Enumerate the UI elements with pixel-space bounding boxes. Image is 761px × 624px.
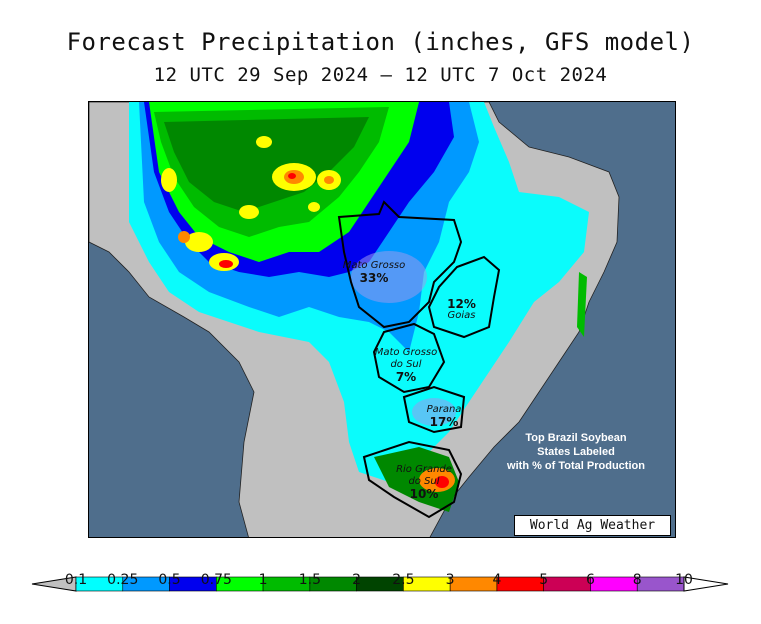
map-graphic <box>89 102 620 537</box>
label-rio-grande-do-sul: Rio Grande do Sul 10% <box>394 464 454 500</box>
rain-dark-green <box>164 117 369 212</box>
precipitation-map: Mato Grosso 33% 12% Goias Mato Grosso do… <box>88 101 676 538</box>
outline-goias <box>427 255 501 339</box>
legend-tick-label: 1 <box>258 572 268 588</box>
label-parana: Parana 17% <box>419 404 469 428</box>
outline-rgs <box>362 440 463 519</box>
state-pct: 33% <box>359 271 389 285</box>
outline-mato-grosso <box>337 200 463 329</box>
map-title: Forecast Precipitation (inches, GFS mode… <box>66 28 695 56</box>
state-pct: 10% <box>409 487 439 501</box>
legend-tick-label: 3 <box>445 572 455 588</box>
legend-swatch <box>449 576 498 592</box>
legend-tick-label: 0.1 <box>64 572 88 588</box>
legend-tick-label: 0.75 <box>200 572 232 588</box>
legend-tick-label: 4 <box>492 572 502 588</box>
note-line: States Labeled <box>537 446 615 458</box>
state-name: Mato Grosso do Sul <box>374 347 438 370</box>
legend-tick-label: 6 <box>585 572 595 588</box>
state-pct: 7% <box>395 370 417 384</box>
production-note: Top Brazil Soybean States Labeled with %… <box>476 431 676 473</box>
note-line: Top Brazil Soybean <box>525 432 627 444</box>
label-mato-grosso: Mato Grosso 33% <box>339 260 409 284</box>
state-outlines <box>337 200 501 519</box>
highlight-mato-grosso <box>351 251 427 303</box>
rain-coast-green <box>577 272 587 337</box>
label-goias: 12% Goias <box>439 298 484 322</box>
legend-tick-label: 2.5 <box>392 572 415 588</box>
map-subtitle: 12 UTC 29 Sep 2024 — 12 UTC 7 Oct 2024 <box>153 64 608 86</box>
rain-heavy-spots <box>161 136 341 271</box>
highlight-parana <box>412 398 456 426</box>
rain-rgs-green <box>374 447 459 512</box>
state-name: Goias <box>447 310 476 321</box>
legend-tick-label: 0.5 <box>158 572 181 588</box>
legend-arrow-high <box>683 576 729 592</box>
state-name: Mato Grosso <box>342 260 406 271</box>
legend-swatch <box>496 576 544 592</box>
state-pct: 17% <box>429 415 459 429</box>
legend-tick-label: 10 <box>675 572 693 588</box>
state-pct: 12% <box>447 297 476 311</box>
legend-swatch <box>590 576 638 592</box>
outline-ms <box>372 322 446 394</box>
legend-tick-label: 5 <box>539 572 549 588</box>
label-mato-grosso-do-sul: Mato Grosso do Sul 7% <box>371 347 441 383</box>
state-name: Rio Grande do Sul <box>396 464 452 487</box>
state-name: Parana <box>426 404 462 415</box>
rain-rgs-red <box>435 476 449 488</box>
legend-tick-label: 1.5 <box>298 572 321 588</box>
outline-parana <box>402 385 466 434</box>
color-scale-legend <box>31 576 729 592</box>
legend-swatch <box>543 576 591 592</box>
legend-tick-label: 2 <box>352 572 362 588</box>
legend-tick-label: 0.25 <box>107 572 139 588</box>
note-line: with % of Total Production <box>507 460 645 472</box>
legend-tick-label: 8 <box>632 572 642 588</box>
credit-box: World Ag Weather <box>514 515 671 536</box>
